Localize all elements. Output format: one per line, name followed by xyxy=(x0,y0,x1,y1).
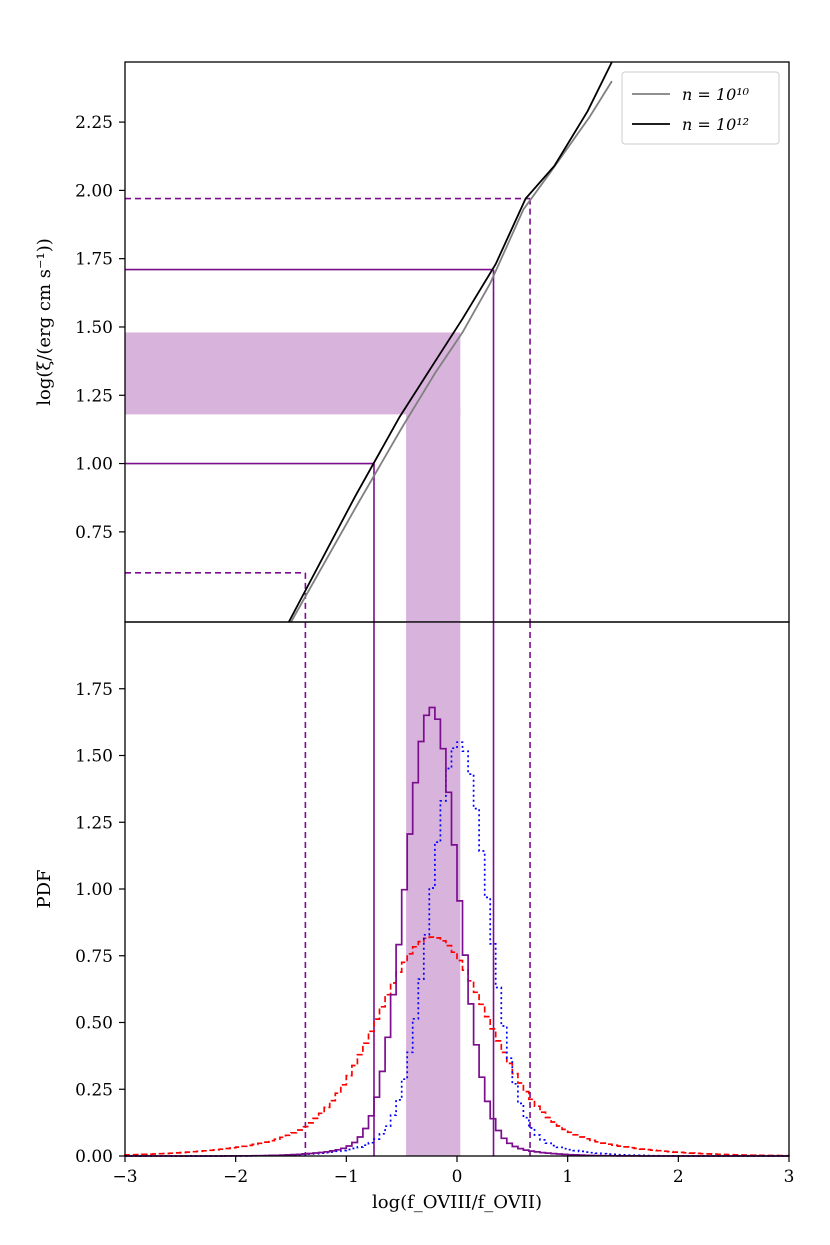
x-tick-label: −2 xyxy=(223,1167,248,1187)
top-shaded-band xyxy=(125,332,461,415)
x-tick-label: 1 xyxy=(562,1167,573,1187)
bottom-y-tick-label: 1.25 xyxy=(75,813,113,833)
pdf-histogram-red xyxy=(124,936,790,1157)
top-y-tick-label: 1.50 xyxy=(75,318,113,338)
x-tick-label: 3 xyxy=(784,1167,795,1187)
top-y-tick-label: 0.75 xyxy=(75,523,113,543)
bottom-panel: 0.00 0.25 0.50 0.75 1.00 1.25 1.50 1.75 −3 −2 −1 0 1… xyxy=(34,621,795,1213)
top-panel: 0.75 1.00 1.25 1.50 1.75 2.00 2.25 log(ξ/(erg … xyxy=(34,61,790,623)
x-tick-label: 0 xyxy=(452,1167,463,1187)
top-y-tick-label: 1.75 xyxy=(75,250,113,270)
curve-n1e10 xyxy=(290,80,613,623)
x-tick-label: 2 xyxy=(673,1167,684,1187)
curve-n1e12 xyxy=(288,61,613,623)
legend: n = 10¹⁰ n = 10¹² xyxy=(621,71,780,145)
top-y-tick-label: 2.25 xyxy=(75,113,113,133)
bottom-y-axis-label: PDF xyxy=(34,869,55,908)
x-tick-label: −1 xyxy=(334,1167,359,1187)
legend-entry: n = 10¹² xyxy=(682,115,749,134)
bottom-panel-frame xyxy=(124,621,790,1157)
bottom-shaded-band xyxy=(406,622,461,1156)
top-y-axis-label: log(ξ/(erg cm s⁻¹)) xyxy=(34,238,55,406)
bottom-y-tick-label: 0.50 xyxy=(75,1014,113,1034)
top-y-tick-label: 2.00 xyxy=(75,181,113,201)
bottom-y-tick-label: 1.75 xyxy=(75,680,113,700)
legend-entry: n = 10¹⁰ xyxy=(682,85,750,104)
bottom-y-tick-label: 1.00 xyxy=(75,880,113,900)
top-y-tick-label: 1.25 xyxy=(75,386,113,406)
bottom-y-tick-label: 0.75 xyxy=(75,947,113,967)
bottom-y-tick-label: 0.00 xyxy=(75,1147,113,1167)
top-y-tick-label: 1.00 xyxy=(75,455,113,475)
bottom-y-tick-label: 1.50 xyxy=(75,747,113,767)
x-axis-label: log(f_OVIII/f_OVII) xyxy=(372,1192,542,1213)
legend-box xyxy=(621,71,780,145)
x-tick-label: −3 xyxy=(112,1167,137,1187)
top-vertical-band xyxy=(406,406,461,622)
bottom-y-tick-label: 0.25 xyxy=(75,1080,113,1100)
